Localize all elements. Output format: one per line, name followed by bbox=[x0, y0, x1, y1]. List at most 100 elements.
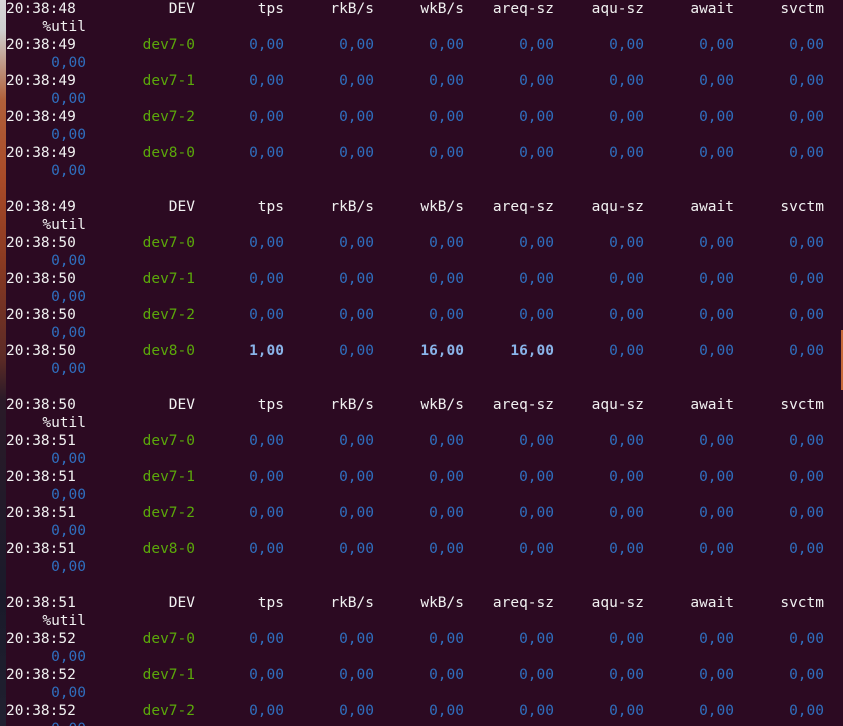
metric-value: 0,00 bbox=[789, 343, 824, 359]
util-value: 0,00 bbox=[51, 253, 86, 269]
metric-value: 0,00 bbox=[789, 631, 824, 647]
util-row: 0,00 bbox=[6, 559, 843, 583]
column-header-util: %util bbox=[6, 217, 843, 241]
metric-value: 0,00 bbox=[699, 343, 734, 359]
row-timestamp: 20:38:50 bbox=[6, 235, 76, 251]
column-header: wkB/s bbox=[420, 595, 464, 611]
util-row: 0,00 bbox=[6, 649, 843, 673]
terminal-output[interactable]: 20:38:48 DEV tps rkB/s wkB/s areq-sz aqu-sz awa… bbox=[6, 0, 843, 726]
column-header-row: 20:38:48 DEV tps rkB/s wkB/s areq-sz aqu-sz awa… bbox=[6, 1, 843, 25]
column-header-row: 20:38:49 DEV tps rkB/s wkB/s areq-sz aqu-sz awa… bbox=[6, 199, 843, 223]
metric-value: 0,00 bbox=[339, 343, 374, 359]
metric-value: 0,00 bbox=[429, 109, 464, 125]
util-value: 0,00 bbox=[51, 289, 86, 305]
metric-value: 0,00 bbox=[429, 73, 464, 89]
metric-value: 0,00 bbox=[519, 235, 554, 251]
util-value: 0,00 bbox=[51, 361, 86, 377]
metric-value: 0,00 bbox=[789, 505, 824, 521]
metric-value: 0,00 bbox=[609, 667, 644, 683]
metric-value: 0,00 bbox=[609, 433, 644, 449]
table-row: 20:38:52 dev7-0 0,00 0,00 0,00 0,00 0,00 0,00 0,… bbox=[6, 631, 843, 655]
metric-value: 0,00 bbox=[519, 433, 554, 449]
table-row: 20:38:52 dev7-2 0,00 0,00 0,00 0,00 0,00 0,00 0,… bbox=[6, 703, 843, 726]
device-name: dev7-2 bbox=[142, 307, 195, 323]
metric-value: 0,00 bbox=[429, 235, 464, 251]
column-header: rkB/s bbox=[330, 199, 374, 215]
device-name: dev8-0 bbox=[142, 145, 195, 161]
scrollbar-indicator[interactable] bbox=[841, 330, 843, 390]
util-row: 0,00 bbox=[6, 253, 843, 277]
metric-value: 0,00 bbox=[339, 271, 374, 287]
metric-value: 0,00 bbox=[339, 109, 374, 125]
metric-value: 0,00 bbox=[339, 433, 374, 449]
metric-value: 0,00 bbox=[789, 235, 824, 251]
metric-value: 0,00 bbox=[609, 235, 644, 251]
row-timestamp: 20:38:52 bbox=[6, 703, 76, 719]
metric-value: 0,00 bbox=[609, 73, 644, 89]
util-row: 0,00 bbox=[6, 451, 843, 475]
util-row: 0,00 bbox=[6, 91, 843, 115]
table-row: 20:38:49 dev7-0 0,00 0,00 0,00 0,00 0,00 0,00 0,… bbox=[6, 37, 843, 61]
metric-value: 0,00 bbox=[339, 145, 374, 161]
metric-value: 0,00 bbox=[429, 631, 464, 647]
metric-value: 0,00 bbox=[429, 433, 464, 449]
column-header: aqu-sz bbox=[591, 397, 644, 413]
row-timestamp: 20:38:49 bbox=[6, 37, 76, 53]
header-timestamp: 20:38:51 bbox=[6, 595, 76, 611]
util-value: 0,00 bbox=[51, 91, 86, 107]
metric-value: 0,00 bbox=[249, 307, 284, 323]
column-header: areq-sz bbox=[492, 199, 554, 215]
header-timestamp: 20:38:49 bbox=[6, 199, 76, 215]
column-header: tps bbox=[257, 199, 284, 215]
table-row: 20:38:50 dev7-2 0,00 0,00 0,00 0,00 0,00 0,00 0,… bbox=[6, 307, 843, 331]
device-name: dev8-0 bbox=[142, 541, 195, 557]
util-row: 0,00 bbox=[6, 325, 843, 349]
metric-value: 0,00 bbox=[699, 145, 734, 161]
row-timestamp: 20:38:51 bbox=[6, 505, 76, 521]
column-header: await bbox=[690, 199, 734, 215]
row-timestamp: 20:38:50 bbox=[6, 271, 76, 287]
metric-value: 0,00 bbox=[249, 631, 284, 647]
table-row: 20:38:51 dev7-2 0,00 0,00 0,00 0,00 0,00 0,00 0,… bbox=[6, 505, 843, 529]
metric-value: 0,00 bbox=[789, 541, 824, 557]
metric-value: 0,00 bbox=[339, 631, 374, 647]
metric-value: 0,00 bbox=[699, 505, 734, 521]
device-name: dev8-0 bbox=[142, 343, 195, 359]
metric-value: 0,00 bbox=[249, 73, 284, 89]
column-header-util: %util bbox=[6, 613, 843, 637]
metric-value: 0,00 bbox=[429, 505, 464, 521]
column-header: wkB/s bbox=[420, 1, 464, 17]
table-row: 20:38:49 dev7-2 0,00 0,00 0,00 0,00 0,00 0,00 0,… bbox=[6, 109, 843, 133]
metric-value: 0,00 bbox=[249, 505, 284, 521]
device-name: dev7-0 bbox=[142, 37, 195, 53]
metric-value: 0,00 bbox=[699, 667, 734, 683]
row-timestamp: 20:38:50 bbox=[6, 307, 76, 323]
table-row: 20:38:50 dev8-0 1,00 0,00 16,00 16,00 0,00 0,00… bbox=[6, 343, 843, 367]
column-header: svctm bbox=[780, 1, 824, 17]
metric-value: 0,00 bbox=[249, 109, 284, 125]
column-header: aqu-sz bbox=[591, 199, 644, 215]
metric-value: 0,00 bbox=[699, 307, 734, 323]
column-header: svctm bbox=[780, 595, 824, 611]
util-value: 0,00 bbox=[51, 163, 86, 179]
metric-value: 0,00 bbox=[519, 271, 554, 287]
device-name: dev7-0 bbox=[142, 235, 195, 251]
metric-value: 0,00 bbox=[519, 307, 554, 323]
util-header: %util bbox=[42, 19, 86, 35]
column-header: svctm bbox=[780, 397, 824, 413]
util-value: 0,00 bbox=[51, 559, 86, 575]
column-header: rkB/s bbox=[330, 595, 374, 611]
util-value: 0,00 bbox=[51, 55, 86, 71]
table-row: 20:38:51 dev8-0 0,00 0,00 0,00 0,00 0,00 0,00 0,… bbox=[6, 541, 843, 565]
metric-value: 0,00 bbox=[519, 667, 554, 683]
metric-value: 0,00 bbox=[339, 37, 374, 53]
metric-value: 0,00 bbox=[789, 145, 824, 161]
row-timestamp: 20:38:49 bbox=[6, 109, 76, 125]
column-header-row: 20:38:51 DEV tps rkB/s wkB/s areq-sz aqu-sz awa… bbox=[6, 595, 843, 619]
metric-value: 0,00 bbox=[429, 37, 464, 53]
header-timestamp: 20:38:50 bbox=[6, 397, 76, 413]
device-name: dev7-1 bbox=[142, 73, 195, 89]
device-name: dev7-0 bbox=[142, 631, 195, 647]
metric-value: 0,00 bbox=[339, 235, 374, 251]
